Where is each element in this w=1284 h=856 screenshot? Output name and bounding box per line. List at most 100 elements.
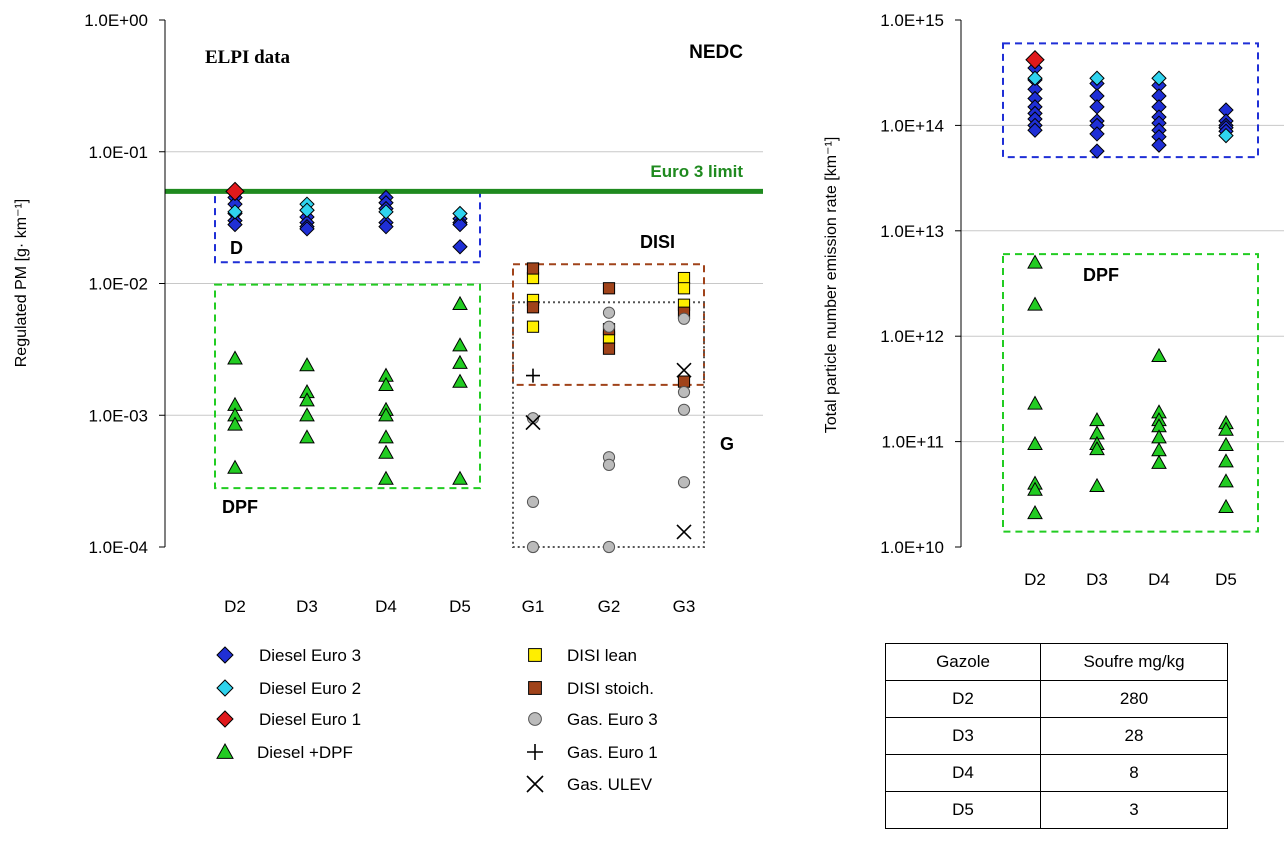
diamond-marker bbox=[299, 202, 315, 218]
plus-marker bbox=[526, 368, 540, 383]
table-cell: D3 bbox=[885, 717, 1041, 755]
triangle-marker bbox=[1218, 421, 1234, 436]
particle-number-chart: 1.0E+10 1.0E+11 1.0E+12 1.0E+13 1.0E+14 1.0E+… bbox=[823, 11, 1284, 589]
y-tick-label: 1.0E+15 bbox=[880, 11, 944, 30]
cross-marker bbox=[676, 524, 692, 540]
triangle-marker bbox=[227, 350, 243, 365]
triangle-marker bbox=[1089, 477, 1105, 492]
circle-marker bbox=[677, 476, 691, 489]
triangle-marker bbox=[378, 429, 394, 444]
diamond-marker bbox=[452, 239, 468, 255]
diamond-marker bbox=[1089, 99, 1105, 115]
triangle-marker bbox=[1027, 254, 1043, 269]
table-cell: D4 bbox=[885, 754, 1041, 792]
triangle-marker bbox=[1218, 473, 1234, 488]
triangle-marker bbox=[452, 295, 468, 311]
y-axis-title: Regulated PM [g· km⁻¹] bbox=[13, 199, 30, 368]
square-marker bbox=[526, 320, 540, 333]
elpi-data-label: ELPI data bbox=[205, 47, 290, 68]
triangle-marker bbox=[299, 429, 315, 444]
circle-marker bbox=[677, 312, 691, 325]
sulfur-table: Gazole Soufre mg/kg D2 280 D3 28 D4 8 D5… bbox=[885, 643, 1228, 829]
disi-box-label: DISI bbox=[640, 232, 675, 252]
square-marker bbox=[526, 262, 540, 275]
cross-marker bbox=[676, 362, 692, 378]
legend-item: Diesel Euro 3 bbox=[216, 646, 361, 665]
legend-label: Diesel +DPF bbox=[257, 743, 353, 762]
y-tick-label: 1.0E+14 bbox=[880, 116, 944, 135]
table-cell: D2 bbox=[885, 680, 1041, 718]
y-tick-label: 1.0E+11 bbox=[881, 433, 944, 452]
diamond-marker bbox=[225, 181, 245, 202]
y-tick-label: 1.0E-03 bbox=[88, 406, 148, 425]
diamond-marker bbox=[1151, 70, 1167, 86]
y-tick-label: 1.0E+12 bbox=[880, 327, 944, 346]
legend-item: Diesel Euro 1 bbox=[216, 710, 361, 729]
x-tick-label: D4 bbox=[375, 597, 397, 616]
circle-marker bbox=[677, 385, 691, 399]
triangle-marker bbox=[452, 470, 468, 485]
square-marker bbox=[528, 648, 542, 662]
square-marker bbox=[602, 342, 616, 355]
legend-item: Gas. Euro 3 bbox=[528, 710, 658, 729]
diamond-marker bbox=[216, 646, 234, 664]
triangle-marker bbox=[378, 376, 394, 391]
triangle-marker bbox=[1027, 505, 1043, 520]
legend-label: Diesel Euro 2 bbox=[259, 679, 361, 698]
diamond-marker bbox=[227, 204, 243, 220]
triangle-marker bbox=[1218, 453, 1234, 468]
legend-label: DISI stoich. bbox=[567, 679, 654, 698]
table-cell: 3 bbox=[1040, 791, 1228, 829]
triangle-marker bbox=[1151, 454, 1167, 469]
triangle-marker bbox=[378, 444, 394, 459]
triangle-marker bbox=[1218, 436, 1234, 452]
legend-label: Gas. Euro 1 bbox=[567, 743, 658, 762]
x-tick-label: D5 bbox=[449, 597, 471, 616]
triangle-marker bbox=[299, 392, 315, 407]
circle-marker bbox=[602, 306, 616, 319]
circle-marker bbox=[528, 712, 542, 726]
table-row: D2 280 bbox=[885, 680, 1228, 718]
square-marker bbox=[526, 301, 540, 314]
square-marker bbox=[602, 282, 616, 295]
legend-item: Gas. ULEV bbox=[526, 775, 653, 794]
table-row: D5 3 bbox=[885, 791, 1228, 829]
diamond-marker bbox=[452, 205, 468, 222]
circle-marker bbox=[602, 540, 616, 554]
cross-marker bbox=[526, 775, 544, 793]
square-marker bbox=[528, 681, 542, 695]
cross-marker bbox=[525, 414, 541, 431]
triangle-marker bbox=[378, 470, 394, 485]
x-tick-label: D3 bbox=[296, 597, 318, 616]
plus-marker bbox=[527, 744, 543, 760]
y-tick-label: 1.0E-01 bbox=[88, 143, 148, 162]
legend-label: Gas. ULEV bbox=[567, 775, 653, 794]
legend-item: DISI stoich. bbox=[528, 679, 654, 698]
y-tick-label: 1.0E-04 bbox=[88, 538, 148, 557]
circle-marker bbox=[526, 495, 540, 508]
table-row: D4 8 bbox=[885, 754, 1228, 792]
legend-label: DISI lean bbox=[567, 646, 637, 665]
group-box bbox=[1002, 253, 1259, 533]
triangle-marker bbox=[1089, 441, 1105, 456]
diamond-marker bbox=[227, 216, 243, 233]
circle-marker bbox=[526, 540, 540, 554]
diamond-marker bbox=[378, 218, 394, 235]
y-tick-label: 1.0E+13 bbox=[880, 222, 944, 241]
dpf-box-label: DPF bbox=[222, 497, 258, 517]
table-header-cell: Gazole bbox=[885, 643, 1041, 681]
square-marker bbox=[677, 282, 691, 295]
legend-item: Gas. Euro 1 bbox=[527, 743, 658, 762]
diamond-marker bbox=[216, 710, 234, 728]
diamond-marker bbox=[1025, 50, 1045, 70]
triangle-marker bbox=[1027, 481, 1043, 496]
diamond-marker bbox=[1151, 137, 1167, 153]
group-box bbox=[214, 283, 481, 490]
square-marker bbox=[677, 375, 691, 388]
table-cell: 280 bbox=[1040, 680, 1228, 718]
triangle-marker bbox=[299, 357, 315, 372]
triangle-marker bbox=[216, 742, 234, 759]
pm-chart: 1.0E-04 1.0E-03 1.0E-02 1.0E-01 1.0E+00 D2 D3 D… bbox=[13, 11, 763, 794]
circle-marker bbox=[602, 320, 616, 333]
x-tick-label: D3 bbox=[1086, 570, 1108, 589]
